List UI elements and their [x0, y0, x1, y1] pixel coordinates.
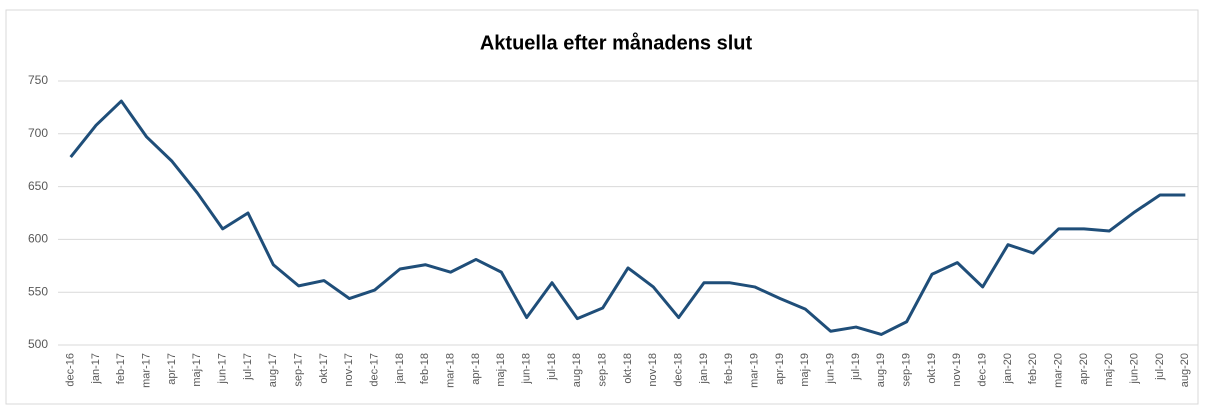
x-tick-label: mar-20 [1053, 353, 1065, 388]
x-tick-label: okt-19 [926, 353, 938, 384]
x-tick-label: aug-18 [571, 353, 583, 387]
y-tick-label: 750 [28, 73, 48, 87]
x-tick-label: okt-18 [622, 353, 634, 384]
x-tick-label: maj-19 [799, 353, 811, 387]
x-tick-label: jul-20 [1154, 353, 1166, 381]
x-tick-label: feb-19 [723, 353, 735, 384]
x-tick-label: apr-18 [470, 353, 482, 385]
x-tick-label: jan-17 [90, 353, 102, 385]
line [69, 99, 1186, 336]
x-tick-label: jun-20 [1129, 353, 1141, 385]
x-tick-label: dec-16 [65, 353, 77, 387]
x-tick-label: aug-17 [267, 353, 279, 387]
x-tick-label: feb-18 [419, 353, 431, 384]
x-tick-label: nov-19 [951, 353, 963, 387]
y-tick-label: 650 [28, 179, 48, 193]
y-tick-label: 700 [28, 126, 48, 140]
x-tick-label: jun-17 [217, 353, 229, 385]
x-tick-label: sep-19 [901, 353, 913, 387]
chart-border [5, 9, 1199, 405]
chart-title: Aktuella efter månadens slut [480, 31, 753, 54]
y-tick-label: 500 [28, 337, 48, 351]
x-tick-label: maj-18 [495, 353, 507, 387]
x-tick-label: nov-17 [343, 353, 355, 387]
x-tick-label: sep-18 [597, 353, 609, 387]
x-tick-label: mar-18 [445, 353, 457, 388]
x-tick-label: nov-18 [647, 353, 659, 387]
x-tick-label: dec-18 [673, 353, 685, 387]
x-tick-label: feb-20 [1027, 353, 1039, 384]
x-tick-label: apr-17 [166, 353, 178, 385]
x-tick-label: maj-17 [191, 353, 203, 387]
x-tick-label: jul-17 [242, 353, 254, 381]
y-tick-label: 600 [28, 232, 48, 246]
x-tick-label: jan-19 [698, 353, 710, 385]
x-tick-label: dec-17 [369, 353, 381, 387]
x-tick-label: apr-20 [1078, 353, 1090, 385]
x-tick-label: dec-19 [977, 353, 989, 387]
x-tick-label: aug-20 [1179, 353, 1191, 387]
x-tick-label: okt-17 [318, 353, 330, 384]
x-tick-label: jun-19 [825, 353, 837, 385]
x-tick-label: aug-19 [875, 353, 887, 387]
x-tick-label: sep-17 [293, 353, 305, 387]
x-tick-label: apr-19 [774, 353, 786, 385]
x-tick-label: jan-20 [1002, 353, 1014, 385]
x-tick-label: mar-17 [141, 353, 153, 388]
x-tick-label: jun-18 [521, 353, 533, 385]
y-tick-label: 550 [28, 284, 48, 298]
x-tick-label: maj-20 [1103, 353, 1115, 387]
x-tick-label: feb-17 [115, 353, 127, 384]
x-tick-label: jan-18 [394, 353, 406, 385]
x-tick-label: jul-18 [546, 353, 558, 381]
x-tick-label: mar-19 [749, 353, 761, 388]
x-tick-label: jul-19 [850, 353, 862, 381]
